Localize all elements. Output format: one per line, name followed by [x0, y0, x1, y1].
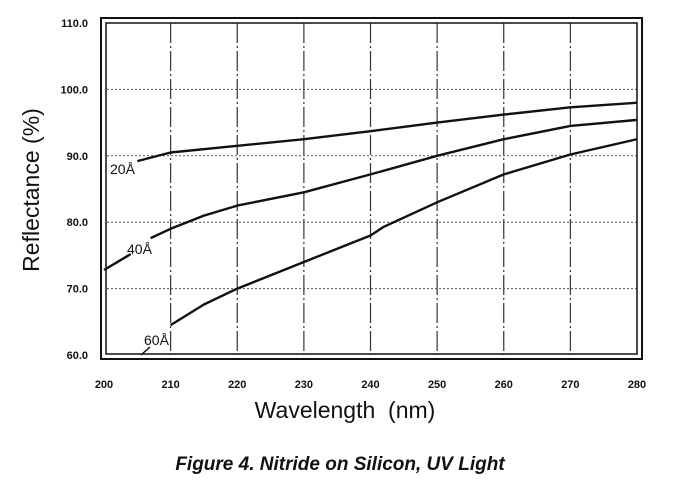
plot-frame-outer	[100, 17, 643, 360]
x-axis-label: Wavelength (nm)	[255, 397, 436, 423]
y-tick-label: 90.0	[67, 151, 88, 163]
figure-title: Figure 4. Nitride on Silicon, UV Light	[175, 454, 505, 475]
y-tick-label: 80.0	[67, 217, 88, 229]
y-tick-label: 70.0	[67, 284, 88, 296]
y-tick-label: 60.0	[67, 350, 88, 362]
series-line-60A	[169, 138, 638, 327]
x-tick-label: 240	[361, 379, 379, 391]
y-tick-label: 100.0	[60, 84, 88, 96]
series-line-20A	[136, 101, 638, 163]
x-tick-label: 260	[495, 379, 513, 391]
series-label-20A: 20Å	[110, 161, 136, 177]
series-label-40A: 40Å	[127, 241, 153, 257]
y-tick-label: 110.0	[61, 18, 88, 30]
tick-labels: 200 210 220 230 240 250 260 270 280 60.0 70.0 80.0 9…	[60, 18, 646, 391]
series-group	[103, 101, 638, 327]
x-tick-label: 270	[561, 379, 579, 391]
x-tick-label: 210	[161, 379, 179, 391]
series-line-40A	[103, 118, 638, 272]
y-axis-label: Reflectance (%)	[18, 108, 44, 272]
grid	[107, 23, 637, 355]
x-tick-label: 280	[628, 379, 646, 391]
x-tick-label: 200	[95, 379, 113, 391]
label-leader-60A	[140, 346, 151, 356]
series-label-60A: 60Å	[144, 332, 170, 348]
x-tick-label: 220	[228, 379, 246, 391]
plot-frame-inner	[105, 22, 638, 355]
x-tick-label: 230	[295, 379, 313, 391]
x-tick-label: 250	[428, 379, 446, 391]
